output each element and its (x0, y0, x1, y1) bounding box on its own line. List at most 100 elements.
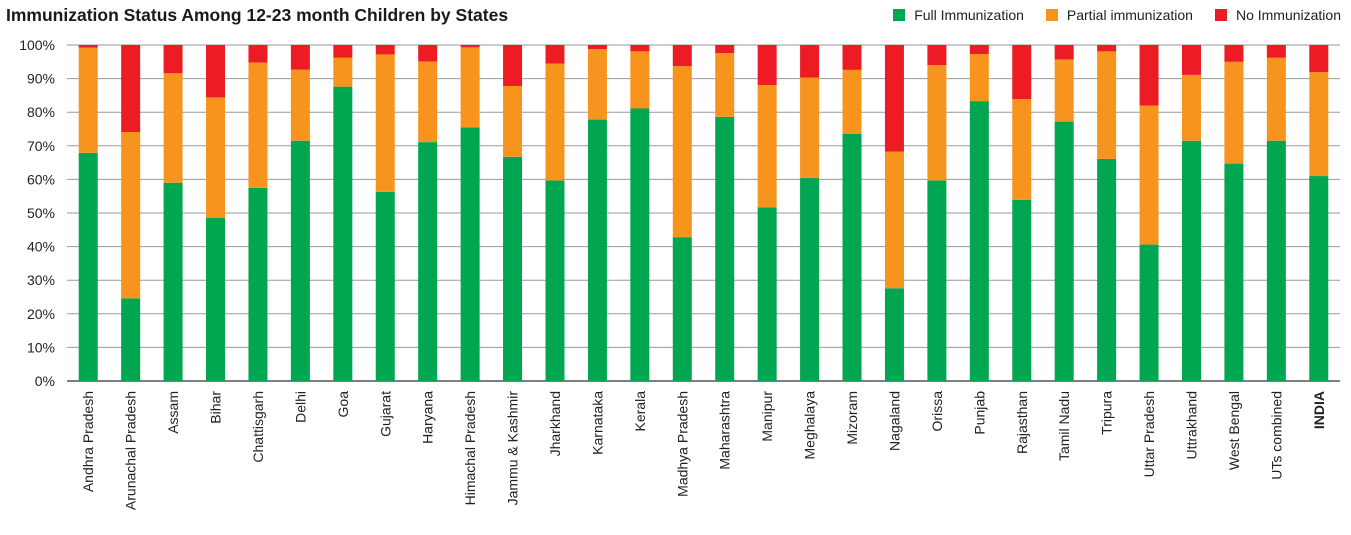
bar-segment-full-immunization (248, 187, 268, 381)
bar-segment-no-immunization (1224, 45, 1244, 62)
gridlines (67, 44, 1340, 382)
x-tick-label: Chattisgarh (250, 391, 266, 463)
y-tick-label: 70% (27, 138, 55, 154)
bar-segment-full-immunization (969, 101, 989, 381)
x-tick-label: Manipur (759, 391, 775, 442)
bar-segment-partial-immunization (163, 73, 183, 183)
y-tick-label: 30% (27, 272, 55, 288)
x-tick-label: Kerala (632, 391, 648, 432)
bar-segment-partial-immunization (206, 97, 226, 218)
bar-segment-partial-immunization (1012, 99, 1032, 200)
bar-segment-full-immunization (587, 119, 607, 381)
x-tick-label: West Bengal (1226, 391, 1242, 470)
bars (78, 45, 1329, 382)
x-tick-label: Nagaland (886, 391, 902, 451)
bar-segment-no-immunization (248, 45, 268, 63)
legend-label-partial-immunization: Partial immunization (1066, 7, 1193, 23)
x-tick-label: Tripura (1099, 391, 1115, 435)
legend-swatch-partial-immunization (1045, 9, 1058, 21)
legend-item-no-immunization: No Immunization (1214, 7, 1341, 23)
bar-segment-full-immunization (375, 191, 395, 381)
bar-segment-no-immunization (1054, 45, 1074, 60)
bar-segment-full-immunization (1224, 163, 1244, 381)
x-tick-label: Tamil Nadu (1056, 391, 1072, 461)
bar-segment-full-immunization (545, 180, 565, 381)
legend-swatch-no-immunization (1214, 9, 1227, 21)
bar-segment-no-immunization (121, 45, 141, 133)
bar-segment-partial-immunization (969, 54, 989, 102)
bar-segment-no-immunization (842, 45, 862, 70)
bar-segment-no-immunization (460, 45, 480, 48)
x-tick-label: INDIA (1311, 391, 1327, 429)
bar-segment-partial-immunization (1139, 105, 1159, 245)
x-tick-label: Himachal Pradesh (462, 391, 478, 505)
x-tick-label: Assam (165, 391, 181, 434)
bar-segment-full-immunization (672, 237, 692, 381)
bar-segment-full-immunization (757, 207, 777, 381)
bar-segment-partial-immunization (1181, 74, 1201, 141)
x-tick-label: Punjab (971, 391, 987, 435)
bar-segment-full-immunization (842, 133, 862, 381)
legend-item-full-immunization: Full Immunization (893, 7, 1024, 23)
bar-segment-no-immunization (587, 45, 607, 50)
x-tick-label: Jammu & Kashmir (505, 391, 521, 506)
x-tick-label: Uttar Pradesh (1141, 391, 1157, 477)
bar-segment-full-immunization (1309, 176, 1329, 381)
x-tick-label: Jharkhand (547, 391, 563, 456)
bar-segment-no-immunization (1012, 45, 1032, 100)
bar-segment-partial-immunization (672, 66, 692, 238)
legend-label-no-immunization: No Immunization (1235, 7, 1341, 23)
chart-title: Immunization Status Among 12-23 month Ch… (6, 5, 509, 25)
y-tick-label: 100% (19, 37, 55, 53)
bar-segment-full-immunization (1097, 158, 1117, 381)
legend-swatch-full-immunization (893, 9, 906, 21)
bar-segment-no-immunization (1266, 45, 1286, 58)
x-tick-label: Mizoram (844, 391, 860, 445)
x-tick-label: Andhra Pradesh (80, 391, 96, 492)
bar-segment-no-immunization (1097, 45, 1117, 52)
bar-segment-full-immunization (1181, 140, 1201, 381)
bar-segment-partial-immunization (884, 151, 904, 289)
y-tick-label: 0% (35, 373, 55, 389)
bar-segment-partial-immunization (248, 62, 268, 188)
bar-segment-partial-immunization (121, 132, 141, 299)
bar-segment-partial-immunization (1309, 72, 1329, 177)
bar-segment-partial-immunization (418, 61, 438, 143)
bar-segment-no-immunization (1181, 45, 1201, 75)
bar-segment-no-immunization (969, 45, 989, 55)
bar-segment-full-immunization (715, 116, 735, 382)
x-tick-label: Goa (335, 391, 351, 418)
x-tick-label: Karnataka (589, 391, 605, 455)
legend-label-full-immunization: Full Immunization (914, 7, 1024, 23)
bar-segment-partial-immunization (715, 53, 735, 117)
x-tick-label: Meghalaya (802, 391, 818, 460)
bar-segment-no-immunization (927, 45, 947, 66)
bar-segment-partial-immunization (290, 69, 310, 141)
axes: 0% 10% 20% 30% 40% 50% 60% 70% 80% 90% 100% Andhra … (19, 37, 1327, 510)
bar-segment-full-immunization (418, 142, 438, 381)
x-tick-label: Haryana (420, 391, 436, 444)
bar-segment-partial-immunization (333, 57, 353, 87)
bar-segment-full-immunization (460, 127, 480, 381)
bar-segment-full-immunization (333, 86, 353, 381)
bar-segment-no-immunization (333, 45, 353, 58)
bar-segment-partial-immunization (1097, 51, 1117, 159)
bar-segment-full-immunization (800, 178, 820, 381)
bar-segment-partial-immunization (1224, 61, 1244, 164)
bar-segment-no-immunization (672, 45, 692, 67)
bar-segment-full-immunization (1054, 121, 1074, 381)
bar-segment-no-immunization (630, 45, 650, 52)
bar-segment-no-immunization (375, 45, 395, 55)
bar-segment-partial-immunization (503, 85, 523, 157)
bar-segment-no-immunization (163, 45, 183, 74)
bar-segment-partial-immunization (78, 47, 98, 153)
bar-segment-no-immunization (800, 45, 820, 78)
bar-segment-no-immunization (503, 45, 523, 86)
x-tick-label: Delhi (292, 391, 308, 423)
x-tick-label: Madhya Pradesh (674, 391, 690, 497)
bar-segment-full-immunization (927, 180, 947, 381)
y-tick-label: 20% (27, 306, 55, 322)
bar-segment-no-immunization (1139, 45, 1159, 106)
bar-segment-full-immunization (503, 156, 523, 381)
